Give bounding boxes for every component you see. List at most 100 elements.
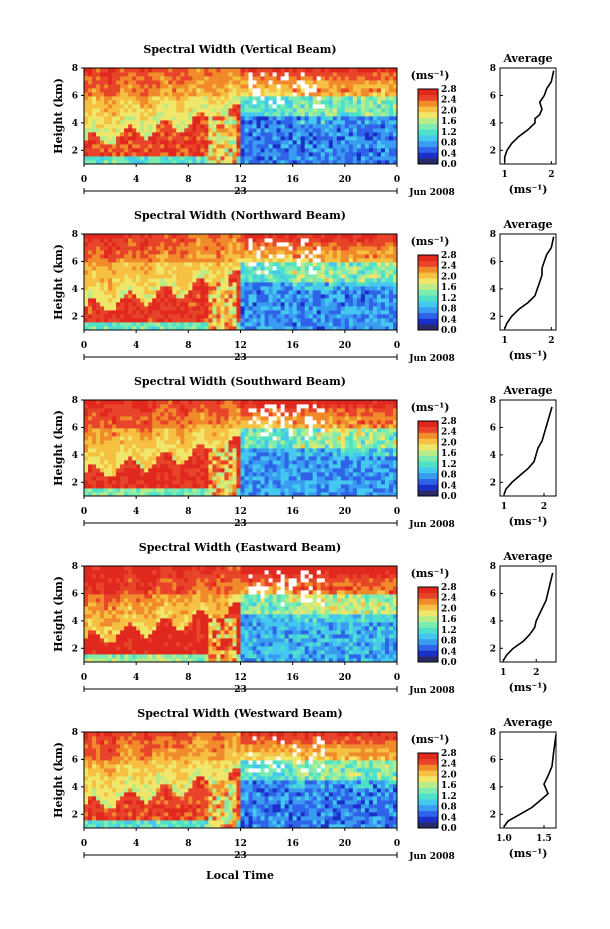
heatmap-cell xyxy=(180,140,185,145)
heatmap-cell xyxy=(84,140,89,145)
heatmap-cell xyxy=(360,124,366,129)
heatmap-cell xyxy=(188,242,193,247)
heatmap-cell xyxy=(164,274,169,279)
heatmap-cell xyxy=(120,270,125,275)
heatmap-cell xyxy=(196,318,201,323)
heatmap-cell xyxy=(388,274,394,279)
heatmap-cell xyxy=(268,314,273,319)
heatmap-cell xyxy=(236,100,241,105)
heatmap-cell xyxy=(108,294,113,299)
heatmap-cell xyxy=(264,76,269,81)
heatmap-cell xyxy=(124,120,129,125)
heatmap-cell xyxy=(156,472,161,477)
heatmap-cell xyxy=(160,120,165,125)
heatmap-cell xyxy=(180,480,185,485)
heatmap-cell xyxy=(84,112,89,117)
heatmap-cell xyxy=(180,484,185,489)
heatmap-cell xyxy=(292,108,298,113)
heatmap-cell xyxy=(140,444,145,449)
heatmap-cell xyxy=(88,124,93,129)
heatmap-cell xyxy=(220,290,225,295)
heatmap-cell xyxy=(100,322,105,327)
heatmap-cell xyxy=(256,420,261,425)
heatmap-cell xyxy=(180,298,185,303)
heatmap-cell xyxy=(152,416,157,421)
heatmap-cell xyxy=(360,258,366,263)
heatmap-cell xyxy=(264,448,269,453)
heatmap-cell xyxy=(260,128,265,133)
heatmap-cell xyxy=(304,258,310,263)
heatmap-cell xyxy=(184,286,189,291)
heatmap-cell xyxy=(192,456,197,461)
heatmap-cell xyxy=(348,96,354,101)
heatmap-cell xyxy=(332,258,338,263)
heatmap-cell xyxy=(208,160,213,165)
heatmap-cell xyxy=(356,310,362,315)
heatmap-cell xyxy=(264,144,269,149)
heatmap-cell xyxy=(280,100,286,105)
heatmap-cell xyxy=(140,412,145,417)
heatmap-cell xyxy=(368,144,374,149)
heatmap-cell xyxy=(296,258,302,263)
heatmap-cell xyxy=(376,286,382,291)
heatmap-cell xyxy=(352,92,358,97)
heatmap-cell xyxy=(316,152,322,157)
heatmap-cell xyxy=(312,108,318,113)
heatmap-cell xyxy=(136,326,141,331)
heatmap-cell xyxy=(208,420,213,425)
heatmap-cell xyxy=(272,100,278,105)
heatmap-cell xyxy=(144,92,149,97)
heatmap-cell xyxy=(212,282,217,287)
heatmap-cell xyxy=(312,242,318,247)
heatmap-cell xyxy=(148,314,153,319)
heatmap-cell xyxy=(228,326,233,331)
heatmap-cell xyxy=(112,160,117,165)
heatmap-cell xyxy=(92,144,97,149)
heatmap-cell xyxy=(84,104,89,109)
heatmap-cell xyxy=(160,246,165,251)
heatmap-cell xyxy=(244,294,249,299)
heatmap-cell xyxy=(268,262,273,267)
heatmap-cell xyxy=(152,128,157,133)
heatmap-cell xyxy=(344,270,350,275)
heatmap-cell xyxy=(372,238,378,243)
heatmap-cell xyxy=(128,242,133,247)
heatmap-cell xyxy=(84,234,89,239)
heatmap-cell xyxy=(200,72,205,77)
heatmap-cell xyxy=(296,254,302,259)
heatmap-cell xyxy=(224,76,229,81)
heatmap-cell xyxy=(264,128,269,133)
heatmap-cell xyxy=(100,318,105,323)
heatmap-cell xyxy=(356,108,362,113)
heatmap-cell xyxy=(332,270,338,275)
heatmap-cell xyxy=(152,266,157,271)
heatmap-cell xyxy=(184,116,189,121)
heatmap-cell xyxy=(120,274,125,279)
heatmap-cell xyxy=(264,96,269,101)
heatmap-cell xyxy=(84,472,89,477)
heatmap-cell xyxy=(276,270,282,275)
heatmap-cell xyxy=(200,400,205,405)
heatmap-cell xyxy=(344,136,350,141)
heatmap-cell xyxy=(392,238,398,243)
heatmap-cell xyxy=(280,152,286,157)
heatmap-cell xyxy=(336,156,342,161)
heatmap-cell xyxy=(236,298,241,303)
heatmap-cell xyxy=(364,124,370,129)
heatmap-cell xyxy=(116,408,121,413)
heatmap-cell xyxy=(168,96,173,101)
heatmap-cell xyxy=(172,448,177,453)
heatmap-cell xyxy=(160,96,165,101)
heatmap-cell xyxy=(256,80,261,85)
heatmap-cell xyxy=(260,140,265,145)
heatmap-cell xyxy=(108,116,113,121)
heatmap-cell xyxy=(180,416,185,421)
heatmap-cell xyxy=(280,294,286,299)
heatmap-cell xyxy=(264,108,269,113)
heatmap-cell xyxy=(348,242,354,247)
heatmap-cell xyxy=(84,258,89,263)
heatmap-cell xyxy=(224,72,229,77)
heatmap-cell xyxy=(368,298,374,303)
heatmap-cell xyxy=(108,416,113,421)
heatmap-cell xyxy=(216,250,221,255)
